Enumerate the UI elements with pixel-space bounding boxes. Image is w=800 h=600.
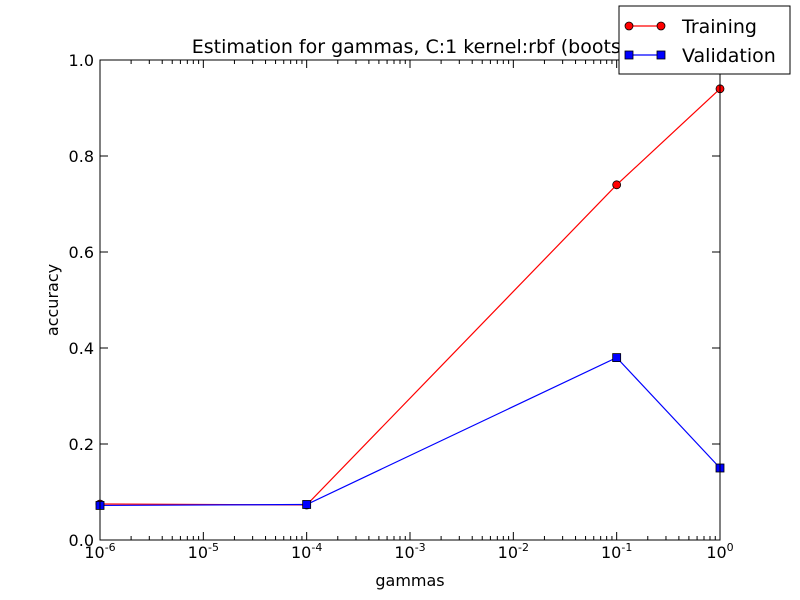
x-tick-label-exponent: -1 — [621, 541, 632, 554]
x-tick-label: 100 — [706, 541, 733, 562]
x-tick-label-base: 10 — [188, 543, 208, 562]
data-point-training — [612, 180, 622, 190]
x-tick-label-base: 10 — [706, 543, 726, 562]
chart-title: Estimation for gammas, C:1 kernel:rbf (b… — [192, 36, 629, 58]
y-axis-label: accuracy — [43, 264, 62, 336]
x-tick-label: 10-3 — [394, 541, 425, 562]
y-tick-label: 0.0 — [69, 531, 94, 550]
legend-box — [618, 5, 791, 75]
series-line-validation — [99, 356, 721, 507]
legend-marker-validation — [624, 50, 634, 60]
legend-label-validation: Validation — [682, 45, 776, 67]
x-tick-label: 10-2 — [498, 541, 529, 562]
x-tick-label: 10-1 — [601, 541, 632, 562]
y-tick-label: 0.6 — [69, 243, 94, 262]
data-point-validation — [612, 353, 622, 363]
data-point-validation — [302, 500, 312, 509]
legend: Training Validation — [618, 5, 791, 75]
x-tick-label-exponent: 0 — [727, 541, 734, 554]
x-tick-label: 10-5 — [188, 541, 219, 562]
x-axis-label: gammas — [375, 571, 444, 590]
y-tick-label: 0.4 — [69, 339, 94, 358]
x-tick-label-exponent: -5 — [208, 541, 219, 554]
y-tick-label: 0.8 — [69, 147, 94, 166]
x-tick-label-base: 10 — [84, 543, 104, 562]
x-tick-label-base: 10 — [601, 543, 621, 562]
x-tick-label-exponent: -6 — [105, 541, 116, 554]
x-tick-label-base: 10 — [394, 543, 414, 562]
x-tick-label-exponent: -3 — [415, 541, 426, 554]
legend-marker-training — [624, 21, 634, 31]
legend-marker-validation — [656, 50, 666, 60]
x-tick-label-base: 10 — [498, 543, 518, 562]
legend-label-training: Training — [681, 16, 757, 38]
x-tick-label: 10-4 — [291, 541, 322, 562]
x-tick-label-exponent: -4 — [311, 541, 322, 554]
x-tick-label-exponent: -2 — [518, 541, 529, 554]
y-tick-label: 0.2 — [69, 435, 94, 454]
x-tick-label-base: 10 — [291, 543, 311, 562]
legend-marker-training — [656, 21, 666, 31]
x-tick-label: 10-6 — [84, 541, 115, 562]
y-tick-label: 1.0 — [69, 51, 94, 70]
